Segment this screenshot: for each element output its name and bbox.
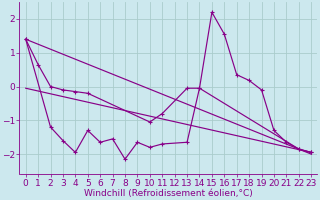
X-axis label: Windchill (Refroidissement éolien,°C): Windchill (Refroidissement éolien,°C)	[84, 189, 253, 198]
